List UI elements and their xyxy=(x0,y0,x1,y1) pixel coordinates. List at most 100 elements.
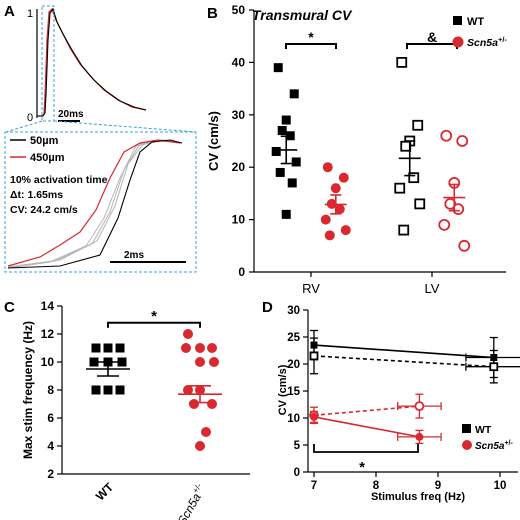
panelB-ytick-label: 40 xyxy=(232,55,246,69)
legend-label-50um: 50µm xyxy=(30,135,59,147)
panelB-point xyxy=(271,146,281,156)
panelB-title: Transmural CV xyxy=(252,7,353,23)
panelB-point xyxy=(273,63,283,73)
panelD-ytick-label: 10 xyxy=(287,413,300,425)
panelD-xtick-label: 9 xyxy=(435,480,441,492)
inset-annotation-dt: Δt: 1.65ms xyxy=(10,189,63,201)
panelD-series xyxy=(309,329,520,445)
panelC-xlabel-scn5a-main: Scn5a xyxy=(175,491,204,520)
panelD-ytick-label: 20 xyxy=(287,359,300,371)
panelB-point xyxy=(322,162,333,173)
panel-b: Transmural CV CV (cm/s) 0 10 20 30 40 50 RV LV… xyxy=(206,3,507,296)
panelD-series-line xyxy=(313,344,494,359)
panelD-point xyxy=(414,401,425,412)
panelC-xlabel-scn5a: Scn5a+/- xyxy=(174,482,209,520)
panelC-ytick-label: 10 xyxy=(41,355,55,369)
panelC-ytick-label: 4 xyxy=(47,439,54,453)
panelB-point xyxy=(277,126,287,136)
panelB-sig-mark: & xyxy=(427,29,437,45)
panelA-label-zero: 0 xyxy=(27,112,33,124)
panelD-legend: WT Scn5a+/- xyxy=(462,424,514,452)
panelC-point xyxy=(209,357,219,367)
panelB-ytick-label: 30 xyxy=(232,108,246,122)
panelB-ylabel: CV (cm/s) xyxy=(206,111,221,171)
legend-marker-wt xyxy=(453,16,462,25)
panelC-point xyxy=(207,343,217,353)
panelD-significance: * xyxy=(313,444,419,476)
panelB-sig-mark: * xyxy=(308,29,314,45)
panelD-series-line xyxy=(313,416,420,438)
panelB-y-ticks: 0 10 20 30 40 50 xyxy=(232,3,254,279)
panelB-xtick-label: RV xyxy=(302,281,320,296)
panelD-series-line xyxy=(313,355,494,368)
panelA-label-one: 1 xyxy=(27,8,33,20)
inset-annotation-activation: 10% activation time xyxy=(10,174,108,186)
panelC-ytick-label: 12 xyxy=(41,327,55,341)
panelB-point xyxy=(412,119,424,131)
panelC-point xyxy=(183,385,193,395)
panelC-point xyxy=(89,357,99,367)
inset-trace-450um xyxy=(7,139,181,267)
panelB-point xyxy=(275,167,285,177)
panelB-point xyxy=(320,214,331,225)
panel-label-c: C xyxy=(4,299,15,316)
panelD-ytick-label: 0 xyxy=(294,467,300,479)
panelD-xtick-label: 10 xyxy=(494,480,507,492)
panelB-ytick-label: 10 xyxy=(232,213,246,227)
panelB-significance: * & xyxy=(285,29,458,50)
panelD-x-ticks: 7 8 9 10 xyxy=(311,472,507,492)
panelB-point xyxy=(394,182,406,194)
panelB-point xyxy=(324,230,335,241)
panelC-sig-bracket xyxy=(107,321,201,328)
legend-d-marker-scn5a xyxy=(462,440,472,450)
panelB-point xyxy=(396,57,408,68)
panelC-point xyxy=(195,357,205,367)
panelC-ytick-label: 8 xyxy=(47,383,54,397)
panelC-point xyxy=(181,343,191,353)
panelD-y-ticks: 0 5 10 15 20 25 30 xyxy=(287,305,308,479)
panelB-point xyxy=(291,157,301,167)
legend-d-marker-wt xyxy=(462,424,471,433)
panelC-xlabel-scn5a-sup: +/- xyxy=(191,482,204,495)
legend-label-wt: WT xyxy=(467,16,484,28)
panelC-point xyxy=(117,357,127,367)
panelC-point xyxy=(115,385,125,395)
panelB-point xyxy=(281,209,291,219)
panelB-point xyxy=(338,172,349,183)
panelD-ytick-label: 30 xyxy=(287,305,300,317)
trace-50um xyxy=(37,7,147,117)
panelC-ytick-label: 6 xyxy=(47,411,54,425)
panelB-point xyxy=(330,183,341,194)
panelD-ylabel: CV (cm/s) xyxy=(277,364,289,415)
panelB-point xyxy=(414,198,426,210)
panelC-xlabel-wt: WT xyxy=(93,480,117,504)
panelC-sig-mark: * xyxy=(151,308,157,325)
panelB-point xyxy=(398,224,410,236)
panelC-point xyxy=(103,343,113,353)
panelB-ytick-label: 20 xyxy=(232,160,246,174)
panelC-ytick-label: 14 xyxy=(41,299,55,313)
panelC-point xyxy=(195,343,205,353)
panelC-point xyxy=(91,385,101,395)
panelD-point xyxy=(310,412,318,421)
panelA-scale-top-label: 20ms xyxy=(58,109,84,120)
panelB-ytick-label: 0 xyxy=(238,265,245,279)
panelB-x-ticks: RV LV xyxy=(302,272,440,296)
inset-annotation-cv: CV: 24.2 cm/s xyxy=(10,204,78,216)
panelC-significance: * xyxy=(107,308,201,328)
panelC-point xyxy=(189,399,199,409)
zoom-connector-left xyxy=(5,120,43,133)
panelB-point xyxy=(287,178,297,188)
panelC-point xyxy=(201,427,211,437)
panelB-point xyxy=(281,115,291,125)
panelB-point xyxy=(334,204,345,215)
inset-legend: 50µm 450µm xyxy=(10,135,65,164)
legend-label-scn5a: Scn5a+/- xyxy=(467,35,507,49)
panelC-ylabel: Max stim frequency (Hz) xyxy=(21,321,35,459)
legend-label-450um: 450µm xyxy=(30,152,65,164)
panelB-point xyxy=(444,197,457,210)
panel-label-d: D xyxy=(262,299,273,316)
zoom-connector-right xyxy=(53,120,197,133)
